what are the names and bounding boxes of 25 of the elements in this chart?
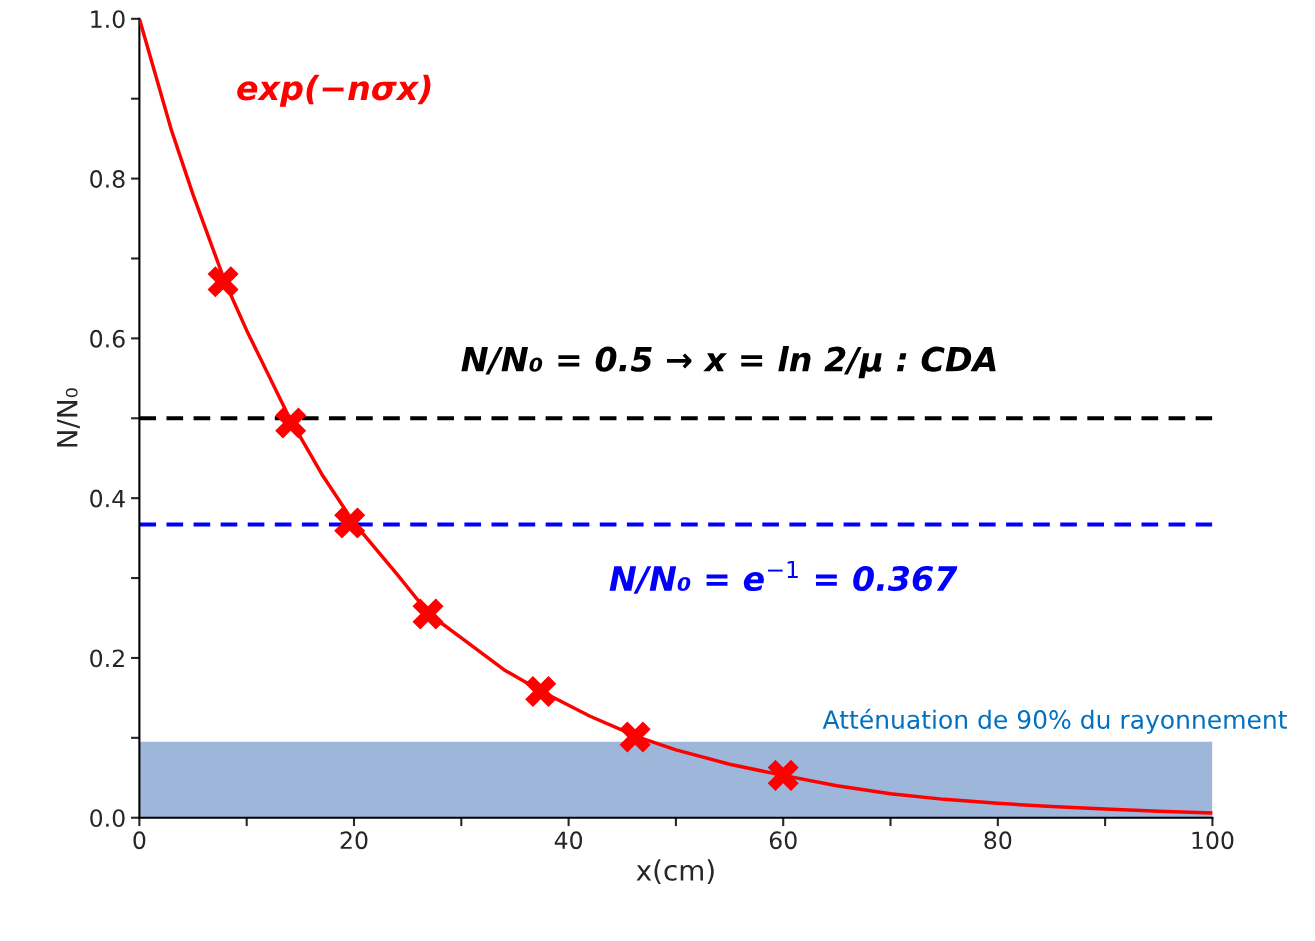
ref-line-label: N/N₀ = 0.5 → x = ln 2/μ : CDA <box>461 346 996 379</box>
x-tick-label: 80 <box>984 831 1012 850</box>
x-tick-label: 100 <box>1192 831 1234 850</box>
point <box>412 598 444 630</box>
text: exp(−nσx) <box>237 74 431 107</box>
x-tick-label: 0 <box>133 831 146 850</box>
point <box>207 266 239 298</box>
point <box>334 507 366 539</box>
y-tick-label: 0.8 <box>90 170 125 188</box>
y-tick-label: 0.2 <box>90 649 124 668</box>
point <box>275 407 307 439</box>
y-axis-title: N/N₀ <box>57 388 80 447</box>
y-tick-label: 0.6 <box>90 329 125 348</box>
point <box>525 675 557 708</box>
band-label: Atténuation de 90% du rayonnement <box>822 708 1287 734</box>
y-tick-label: 0.0 <box>90 809 125 828</box>
y-tick-label: 0.4 <box>90 489 125 508</box>
y-tick-label: 1.0 <box>91 10 125 29</box>
x-tick-label: 20 <box>340 831 368 850</box>
point <box>619 721 651 753</box>
x-tick-label: 60 <box>769 831 797 850</box>
point <box>767 759 799 791</box>
x-axis-title: x(cm) <box>636 859 714 885</box>
x-tick-label: 40 <box>554 831 583 850</box>
ref-line-label: N/N₀ = e$^{−1}$ = 0.367 <box>609 560 958 594</box>
